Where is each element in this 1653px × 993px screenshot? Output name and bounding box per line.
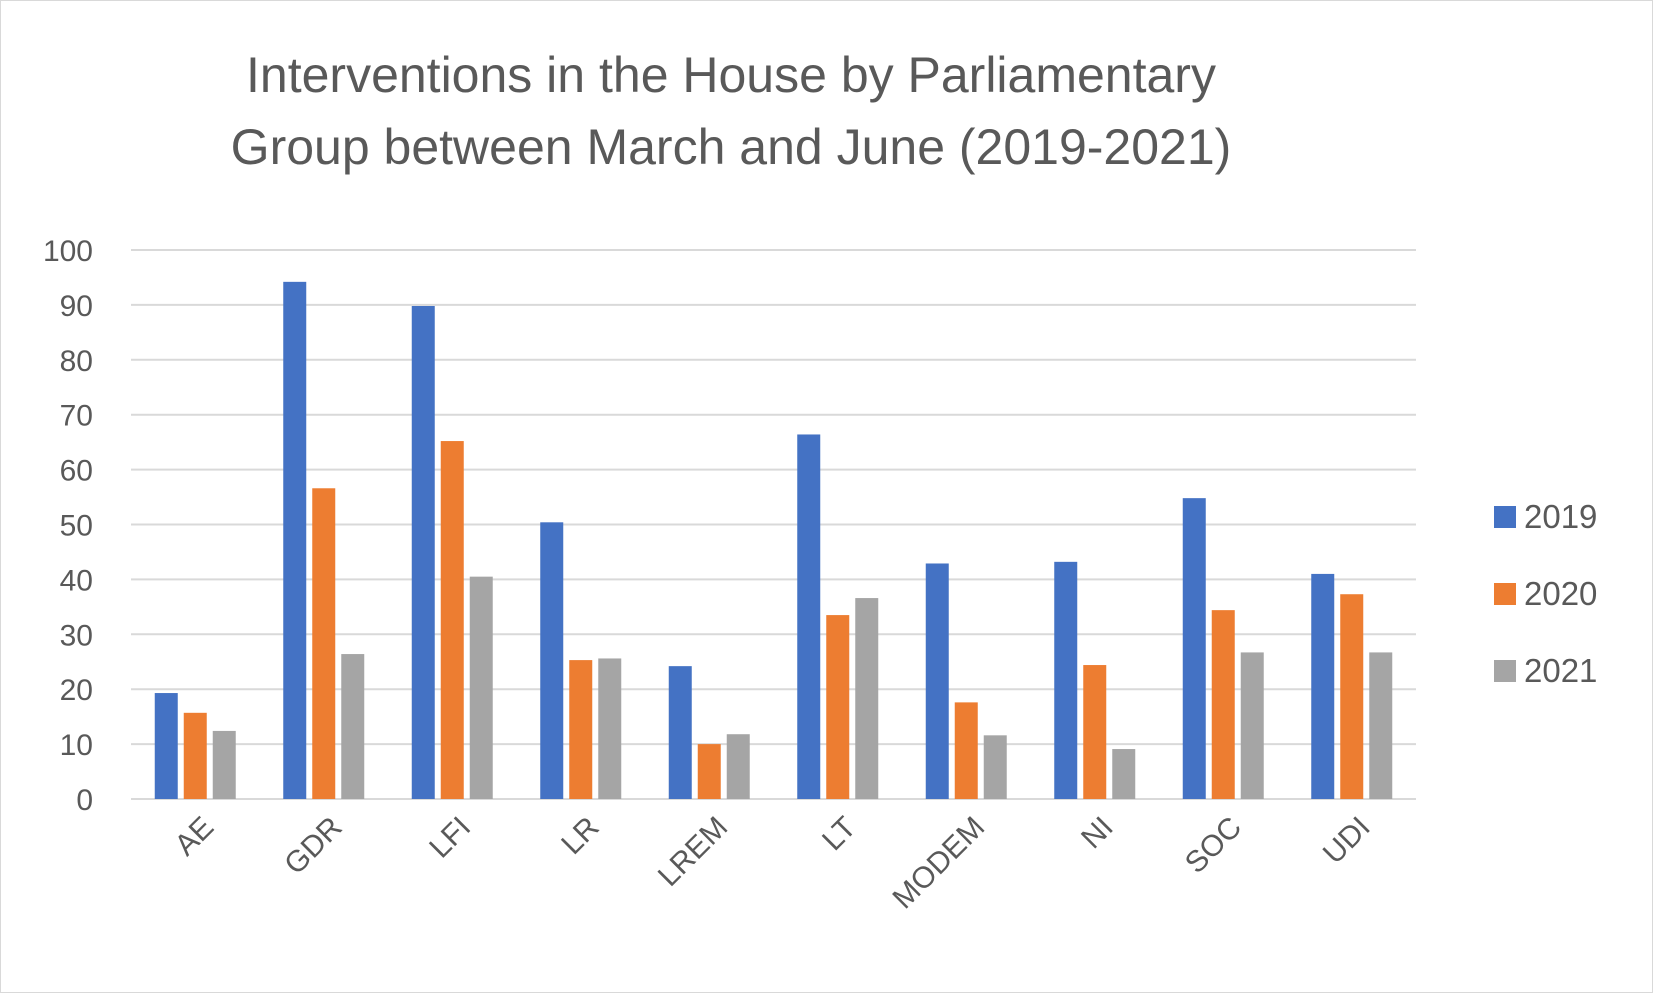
x-category-label: GDR (278, 811, 348, 881)
legend: 2019 2020 2021 (1494, 498, 1597, 689)
x-category-label: UDI (1317, 811, 1377, 871)
chart-title-line-2: Group between March and June (2019-2021) (230, 119, 1232, 175)
bar-2021-LT (855, 598, 879, 799)
bar-2019-GDR (283, 281, 307, 799)
bar-2019-LFI (411, 305, 435, 799)
bar-2021-SOC (1240, 652, 1264, 799)
chart-title-line-1: Interventions in the House by Parliament… (246, 47, 1216, 103)
bar-2020-UDI (1340, 594, 1364, 799)
legend-label-2019: 2019 (1524, 498, 1597, 535)
y-tick-label: 70 (60, 400, 93, 433)
x-category-label: LREM (652, 811, 734, 893)
bar-2021-UDI (1369, 652, 1393, 799)
legend-swatch-2020 (1494, 583, 1516, 605)
bar-2019-LR (540, 522, 564, 799)
y-tick-label: 40 (60, 564, 93, 597)
y-tick-label: 20 (60, 674, 93, 707)
bar-2021-AE (212, 730, 236, 799)
bar-2019-MODEM (925, 563, 949, 799)
legend-label-2021: 2021 (1524, 652, 1597, 689)
x-category-label: LT (816, 811, 863, 858)
y-tick-label: 10 (60, 729, 93, 762)
y-tick-label: 100 (43, 235, 93, 268)
legend-swatch-2021 (1494, 660, 1516, 682)
y-tick-label: 90 (60, 290, 93, 323)
legend-swatch-2019 (1494, 506, 1516, 528)
bar-2019-AE (154, 693, 178, 799)
y-tick-label: 50 (60, 510, 93, 543)
y-axis-ticks: 0 10 20 30 40 50 60 70 80 90 100 (43, 235, 93, 817)
y-tick-label: 30 (60, 619, 93, 652)
x-category-label: NI (1075, 811, 1120, 856)
bar-2021-GDR (341, 654, 365, 799)
bar-2019-LREM (668, 666, 692, 799)
bar-2019-UDI (1311, 573, 1335, 799)
bar-2021-MODEM (983, 735, 1007, 799)
bar-2020-MODEM (954, 702, 978, 799)
x-category-label: LFI (423, 811, 477, 865)
bars (154, 281, 1393, 799)
bar-2020-LREM (697, 744, 721, 799)
legend-label-2020: 2020 (1524, 575, 1597, 612)
bar-2020-SOC (1211, 610, 1235, 799)
bar-2019-LT (797, 434, 821, 799)
x-category-label: AE (169, 811, 221, 863)
bar-2020-LT (826, 615, 850, 799)
x-category-label: LR (555, 811, 605, 861)
bar-2020-LR (569, 660, 593, 799)
bar-2020-LFI (440, 441, 464, 799)
bar-2021-LFI (469, 576, 493, 799)
chart-title: Interventions in the House by Parliament… (1, 39, 1461, 183)
bar-2021-LREM (726, 734, 750, 799)
x-category-label: SOC (1179, 811, 1248, 880)
bar-2020-GDR (312, 488, 336, 799)
x-axis-categories: AE GDR LFI LR LREM LT MODEM NI SOC UDI (169, 811, 1377, 916)
y-tick-label: 60 (60, 455, 93, 488)
bar-2019-SOC (1182, 498, 1206, 799)
x-category-label: MODEM (887, 811, 992, 916)
bar-2019-NI (1054, 561, 1078, 799)
bar-2020-NI (1083, 665, 1107, 799)
bar-2020-AE (183, 712, 207, 799)
bar-2021-LR (598, 658, 622, 799)
y-tick-label: 0 (76, 784, 93, 817)
y-tick-label: 80 (60, 345, 93, 378)
bar-2021-NI (1112, 749, 1136, 799)
